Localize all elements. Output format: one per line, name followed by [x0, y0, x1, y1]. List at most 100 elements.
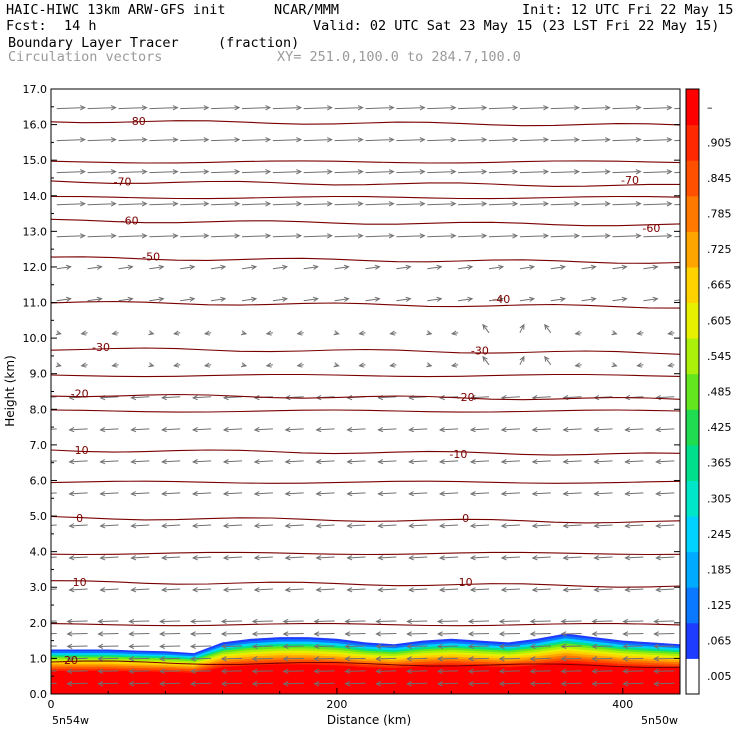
colorbar-label: .425	[707, 421, 732, 434]
vector-arrow	[488, 266, 504, 270]
vector-arrow-head	[313, 668, 320, 674]
vector-arrow-head	[512, 233, 519, 239]
vector-arrow-head	[37, 682, 42, 686]
temperature-contour	[51, 480, 680, 484]
vector-arrow-head	[99, 426, 106, 433]
vector-arrow-head	[234, 233, 241, 239]
colorbar-swatch	[686, 622, 699, 659]
vector-arrow-head	[652, 264, 659, 270]
vector-arrow	[316, 524, 335, 527]
vector-arrow	[316, 556, 335, 559]
vector-arrow-head	[562, 426, 569, 433]
vector-arrow-head	[296, 233, 303, 239]
vector-arrow	[162, 524, 181, 527]
vector-arrow	[482, 356, 490, 366]
vector-arrow-head	[161, 491, 167, 497]
vector-arrow	[532, 556, 551, 559]
vector-arrow-head	[377, 523, 384, 529]
vector-arrow	[67, 633, 88, 635]
vector-arrow	[69, 492, 88, 495]
vector-arrow	[612, 266, 627, 270]
temperature-contour	[51, 660, 680, 668]
vector-arrow	[241, 171, 271, 174]
vector-arrow-head	[500, 555, 507, 561]
vector-arrow-head	[253, 426, 260, 433]
vector-arrow-head	[172, 233, 179, 239]
vector-arrow-head	[284, 555, 291, 561]
vector-arrow	[87, 298, 102, 302]
vector-arrow-head	[296, 201, 303, 207]
vector-arrow-head	[253, 459, 260, 465]
vector-arrow-head	[469, 459, 476, 465]
vector-arrow	[581, 203, 610, 206]
vector-arrow-head	[357, 169, 364, 175]
vector-arrow-head	[377, 587, 384, 593]
vector-arrow	[129, 682, 150, 685]
vector-arrow	[131, 492, 150, 495]
vector-arrow-head	[375, 668, 382, 674]
vector-arrow-head	[543, 137, 550, 143]
vector-arrow-head	[251, 681, 258, 687]
vector-arrow-head	[574, 233, 580, 239]
vector-arrow-head	[110, 233, 117, 239]
vector-arrow	[365, 266, 380, 270]
colorbar-swatch	[686, 231, 699, 268]
vector-arrow	[378, 588, 397, 591]
vector-arrow	[51, 620, 57, 622]
vector-arrow-head	[436, 668, 443, 674]
vector-arrow-head	[326, 137, 333, 143]
vector-arrow-head	[189, 681, 196, 687]
contour-label: 10	[459, 576, 473, 589]
vector-arrow	[180, 266, 195, 270]
vector-arrow-head	[282, 631, 289, 637]
vector-arrow-head	[203, 330, 211, 336]
vector-arrow-head	[222, 459, 229, 465]
colorbar-swatch	[686, 160, 699, 197]
vector-arrow-head	[253, 523, 260, 529]
vector-arrow	[458, 171, 487, 174]
y-tick-label: 13.0	[23, 225, 48, 238]
vector-arrow	[149, 203, 178, 206]
vector-arrow-head	[357, 201, 364, 207]
vector-arrow	[316, 492, 335, 495]
vector-arrow-head	[97, 643, 104, 649]
vector-arrow	[550, 139, 579, 142]
vector-arrow	[51, 524, 57, 526]
vector-arrow-head	[203, 137, 210, 143]
vector-arrow-head	[296, 137, 303, 143]
vector-arrow	[674, 171, 680, 174]
vector-arrow	[550, 298, 565, 302]
y-tick-label: 6.0	[30, 475, 48, 488]
temperature-contour	[51, 218, 680, 227]
vector-arrow-head	[68, 459, 75, 465]
vector-arrow-head	[130, 523, 137, 529]
vector-arrow-head	[604, 105, 611, 111]
vector-arrow	[223, 588, 243, 591]
vector-arrow-head	[500, 491, 507, 497]
vector-arrow	[51, 633, 57, 635]
vector-arrow	[211, 298, 226, 302]
vector-arrow	[160, 682, 181, 685]
vector-arrow-head	[158, 296, 165, 302]
vector-arrow	[223, 460, 243, 463]
vector-arrow	[499, 670, 520, 672]
vector-arrow-head	[222, 426, 229, 433]
vector-arrow-head	[253, 491, 260, 497]
vector-arrow	[98, 645, 119, 647]
contour-label: -60	[642, 222, 660, 235]
vector-arrow-head	[559, 264, 566, 270]
vector-arrow-head	[498, 264, 505, 270]
vector-arrow	[396, 139, 425, 142]
vector-arrow	[365, 203, 394, 206]
vector-arrow	[285, 492, 304, 495]
vector-arrow-head	[624, 491, 631, 497]
colorbar-swatch	[686, 551, 699, 588]
vector-arrow	[51, 645, 57, 647]
vector-arrow	[191, 620, 212, 622]
vector-arrow	[499, 682, 520, 685]
vector-arrow	[378, 556, 397, 559]
vector-arrow	[643, 203, 672, 206]
vector-arrow-head	[99, 491, 106, 497]
vector-arrow-head	[467, 681, 474, 687]
vector-arrow	[211, 235, 240, 238]
